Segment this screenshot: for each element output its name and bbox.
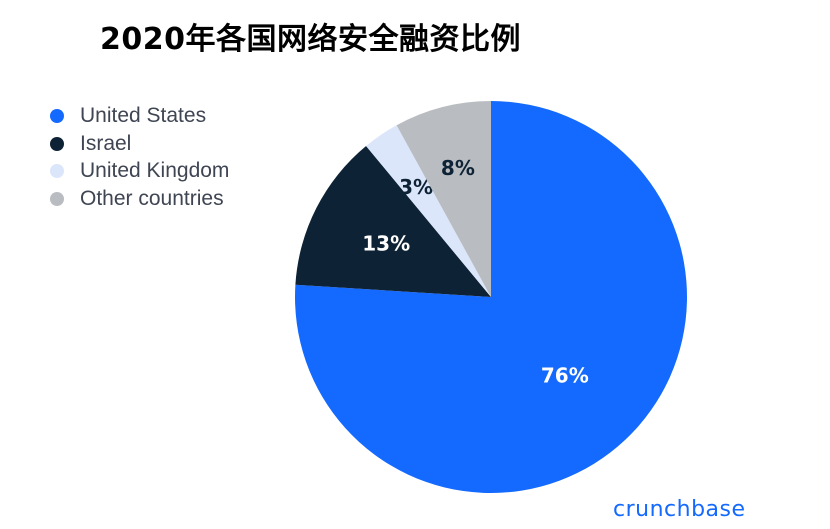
legend-swatch-united-states [50,108,64,123]
data-label-other-countries: 8% [441,156,475,180]
crunchbase-logo: crunchbase [613,497,746,522]
pie-slice-other-countries [396,101,491,297]
data-label-israel: 13% [362,232,410,256]
legend-item-united-states: United States [50,102,229,130]
legend-label-israel: Israel [80,131,132,155]
legend-item-israel: Israel [50,130,229,158]
data-label-united-states: 76% [541,364,589,388]
legend-item-united-kingdom: United Kingdom [50,157,229,185]
legend: United States Israel United Kingdom Othe… [50,102,229,213]
pie-slice-united-states [295,101,688,493]
legend-swatch-united-kingdom [50,164,64,179]
pie-slice-israel [295,145,491,297]
legend-label-other-countries: Other countries [80,186,224,210]
legend-label-united-states: United States [80,103,207,127]
legend-item-other-countries: Other countries [50,185,229,213]
legend-swatch-israel [50,136,64,151]
pie-slice-united-kingdom [366,125,491,298]
legend-label-united-kingdom: United Kingdom [80,159,230,183]
chart-title: 2020年各国网络安全融资比例 [100,22,521,57]
legend-swatch-other-countries [50,191,64,206]
